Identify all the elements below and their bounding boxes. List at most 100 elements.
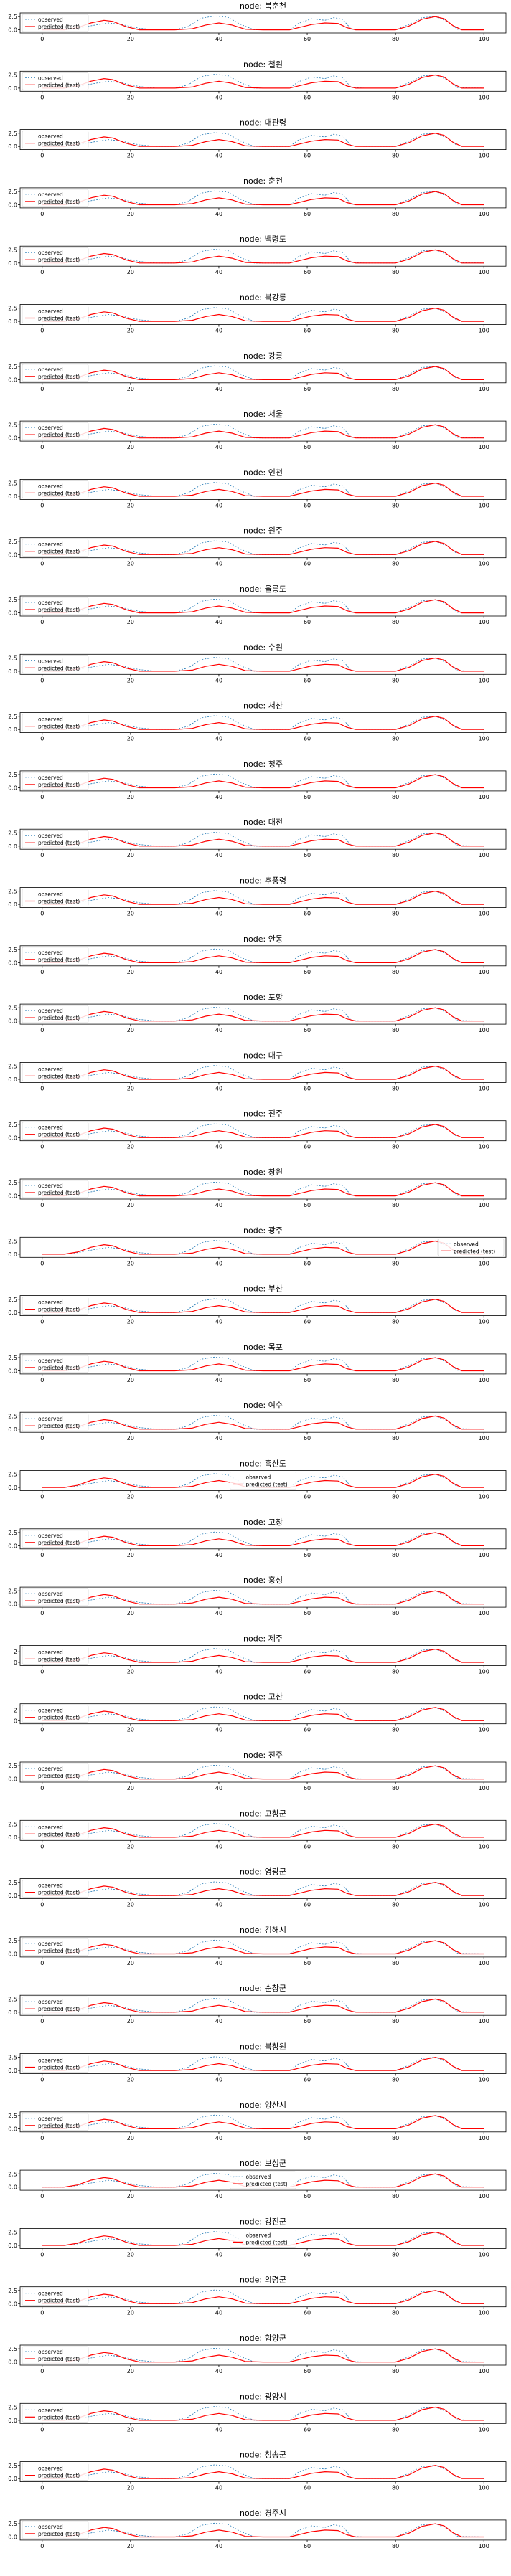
- y-tick-label: 0.0: [8, 1951, 17, 1957]
- series-observed-line: [42, 715, 484, 730]
- legend-box: [22, 597, 89, 615]
- panel-28: node: 제주 0 20 40 60 80 100 0 2 observedpredicted …: [14, 1634, 507, 1675]
- x-tick-label: 60: [304, 1319, 311, 1325]
- x-tick-label: 60: [304, 1435, 311, 1441]
- panel-title: node: 제주: [243, 1634, 283, 1643]
- legend-box: [22, 131, 89, 148]
- x-tick-label: 80: [392, 2251, 399, 2258]
- x-tick-label: 100: [479, 561, 489, 567]
- series-observed-line: [42, 657, 484, 672]
- y-tick-label: 2.5: [8, 1880, 17, 1886]
- x-tick-label: 20: [127, 153, 134, 159]
- panel-title: node: 서울: [243, 409, 283, 419]
- legend-box: [22, 1297, 89, 1315]
- series-observed-line: [42, 1648, 484, 1663]
- y-tick-label: 0.0: [8, 1776, 17, 1783]
- y-tick-label: 2.5: [8, 1938, 17, 1944]
- x-tick-label: 40: [215, 211, 222, 217]
- x-tick-label: 0: [40, 36, 44, 42]
- panel-33: node: 김해시 0 20 40 60 80 100 0.0 2.5 observedpredi…: [8, 1925, 507, 1966]
- panel-2: node: 대관령 0 20 40 60 80 100 0.0 2.5 observedpredi…: [8, 118, 507, 159]
- x-tick-label: 60: [304, 619, 311, 625]
- x-tick-label: 40: [215, 736, 222, 742]
- panel-title: node: 광양시: [240, 2392, 286, 2401]
- legend-observed-label: observed: [38, 133, 63, 140]
- x-tick-label: 40: [215, 1435, 222, 1441]
- x-tick-label: 40: [215, 1085, 222, 1092]
- y-tick-label: 0: [14, 1659, 17, 1666]
- legend-predicted-label: predicted (test): [38, 82, 80, 88]
- panel-title: node: 여수: [243, 1401, 283, 1410]
- y-tick-label: 2.5: [8, 1005, 17, 1011]
- x-tick-label: 20: [127, 1319, 134, 1325]
- legend-box: [437, 1239, 505, 1256]
- x-tick-label: 100: [479, 502, 489, 508]
- axes-frame: [19, 129, 507, 151]
- panel-title: node: 북강릉: [240, 293, 286, 303]
- y-tick-label: 0.0: [8, 1251, 17, 1258]
- x-tick-label: 100: [479, 2077, 489, 2083]
- panel-title: node: 의령군: [240, 2276, 286, 2285]
- x-tick-label: 60: [304, 1085, 311, 1092]
- series-predicted-line: [42, 366, 484, 380]
- x-tick-label: 60: [304, 444, 311, 450]
- series-observed-line: [42, 1298, 484, 1313]
- series-observed-line: [42, 190, 484, 205]
- legend-observed-label: observed: [38, 1941, 63, 1947]
- x-tick-label: 40: [215, 153, 222, 159]
- legend-predicted-label: predicted (test): [38, 1598, 80, 1604]
- axes-frame: [19, 1644, 507, 1666]
- legend-observed-label: observed: [246, 2174, 271, 2180]
- x-tick-label: 60: [304, 1668, 311, 1675]
- legend-observed-label: observed: [246, 2232, 271, 2238]
- y-tick-label: 0.0: [8, 2243, 17, 2249]
- x-tick-label: 80: [392, 1494, 399, 1500]
- series-predicted-line: [42, 891, 484, 905]
- series-observed-line: [42, 1356, 484, 1371]
- x-tick-label: 80: [392, 1085, 399, 1092]
- x-tick-label: 80: [392, 1610, 399, 1616]
- axes-frame: [19, 1994, 507, 2016]
- series-predicted-line: [42, 2115, 484, 2129]
- x-tick-label: 0: [40, 2426, 44, 2433]
- y-tick-label: 0.0: [8, 2068, 17, 2074]
- x-tick-label: 20: [127, 1144, 134, 1150]
- x-tick-label: 60: [304, 386, 311, 392]
- panel-title: node: 광주: [243, 1226, 283, 1235]
- x-tick-label: 40: [215, 1027, 222, 1033]
- panel-title: node: 김해시: [240, 1925, 286, 1935]
- series-observed-line: [42, 1998, 484, 2013]
- panel-12: node: 서산 0 20 40 60 80 100 0.0 2.5 observedpredic…: [8, 701, 507, 742]
- x-tick-label: 100: [479, 1668, 489, 1675]
- y-tick-label: 2: [14, 1708, 17, 1714]
- legend-predicted-label: predicted (test): [38, 490, 80, 496]
- x-tick-label: 0: [40, 1435, 44, 1441]
- legend-box: [230, 2230, 296, 2248]
- x-tick-label: 100: [479, 2543, 489, 2549]
- x-tick-label: 80: [392, 2368, 399, 2374]
- legend-box: [22, 539, 89, 557]
- legend-observed-label: observed: [38, 1416, 63, 1422]
- y-tick-label: 2.5: [8, 2171, 17, 2177]
- x-tick-label: 100: [479, 211, 489, 217]
- x-tick-label: 40: [215, 2077, 222, 2083]
- legend-box: [22, 1880, 89, 1898]
- legend-observed-label: observed: [38, 2291, 63, 2297]
- x-tick-label: 60: [304, 153, 311, 159]
- x-tick-label: 0: [40, 444, 44, 450]
- panel-title: node: 순창군: [240, 1984, 286, 1993]
- legend-observed-label: observed: [38, 483, 63, 489]
- y-tick-label: 2.5: [8, 1763, 17, 1769]
- x-tick-label: 20: [127, 794, 134, 800]
- panel-9: node: 원주 0 20 40 60 80 100 0.0 2.5 observedpredic…: [8, 526, 507, 567]
- legend-predicted-label: predicted (test): [38, 724, 80, 730]
- x-tick-label: 60: [304, 2077, 311, 2083]
- x-tick-label: 40: [215, 2426, 222, 2433]
- axes-frame: [19, 1703, 507, 1725]
